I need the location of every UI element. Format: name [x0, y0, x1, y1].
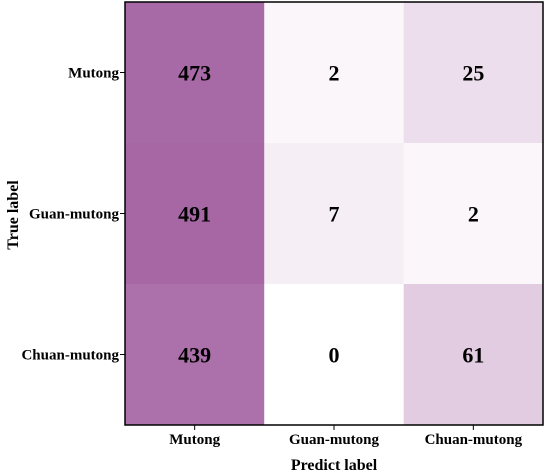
heatmap-cells — [125, 2, 543, 425]
cell-value-label: 491 — [178, 202, 211, 227]
y-axis-title: True label — [5, 180, 22, 250]
y-tick-label: Mutong — [68, 66, 119, 82]
cell-value-label: 473 — [178, 61, 211, 86]
heatmap-cell — [125, 284, 265, 425]
cell-value-label: 2 — [329, 61, 340, 86]
heatmap-cell — [125, 2, 265, 143]
heatmap-cell — [403, 143, 543, 284]
heatmap-cell — [264, 143, 404, 284]
cell-value-label: 0 — [329, 343, 340, 368]
x-axis-title: Predict label — [291, 457, 378, 474]
heatmap-cell — [403, 284, 543, 425]
cell-value-label: 25 — [462, 61, 484, 86]
heatmap-cell — [264, 2, 404, 143]
axes: Mutong Guan-mutong Chuan-mutong Mutong Guan-… — [21, 1, 544, 448]
heatmap-cell — [125, 143, 265, 284]
heatmap-cell — [264, 284, 404, 425]
x-tick-label: Mutong — [169, 432, 220, 448]
cell-value-label: 439 — [178, 343, 211, 368]
x-tick-label: Guan-mutong — [289, 432, 380, 448]
y-tick-label: Guan-mutong — [29, 207, 120, 223]
cell-value-label: 61 — [462, 343, 484, 368]
x-tick-label: Chuan-mutong — [425, 432, 523, 448]
cell-value-label: 7 — [329, 202, 340, 227]
cell-value-label: 2 — [468, 202, 479, 227]
heatmap-cell — [403, 2, 543, 143]
cell-value-labels: 473 2 25 491 7 2 439 0 61 — [178, 61, 484, 368]
y-tick-label: Chuan-mutong — [21, 348, 119, 364]
